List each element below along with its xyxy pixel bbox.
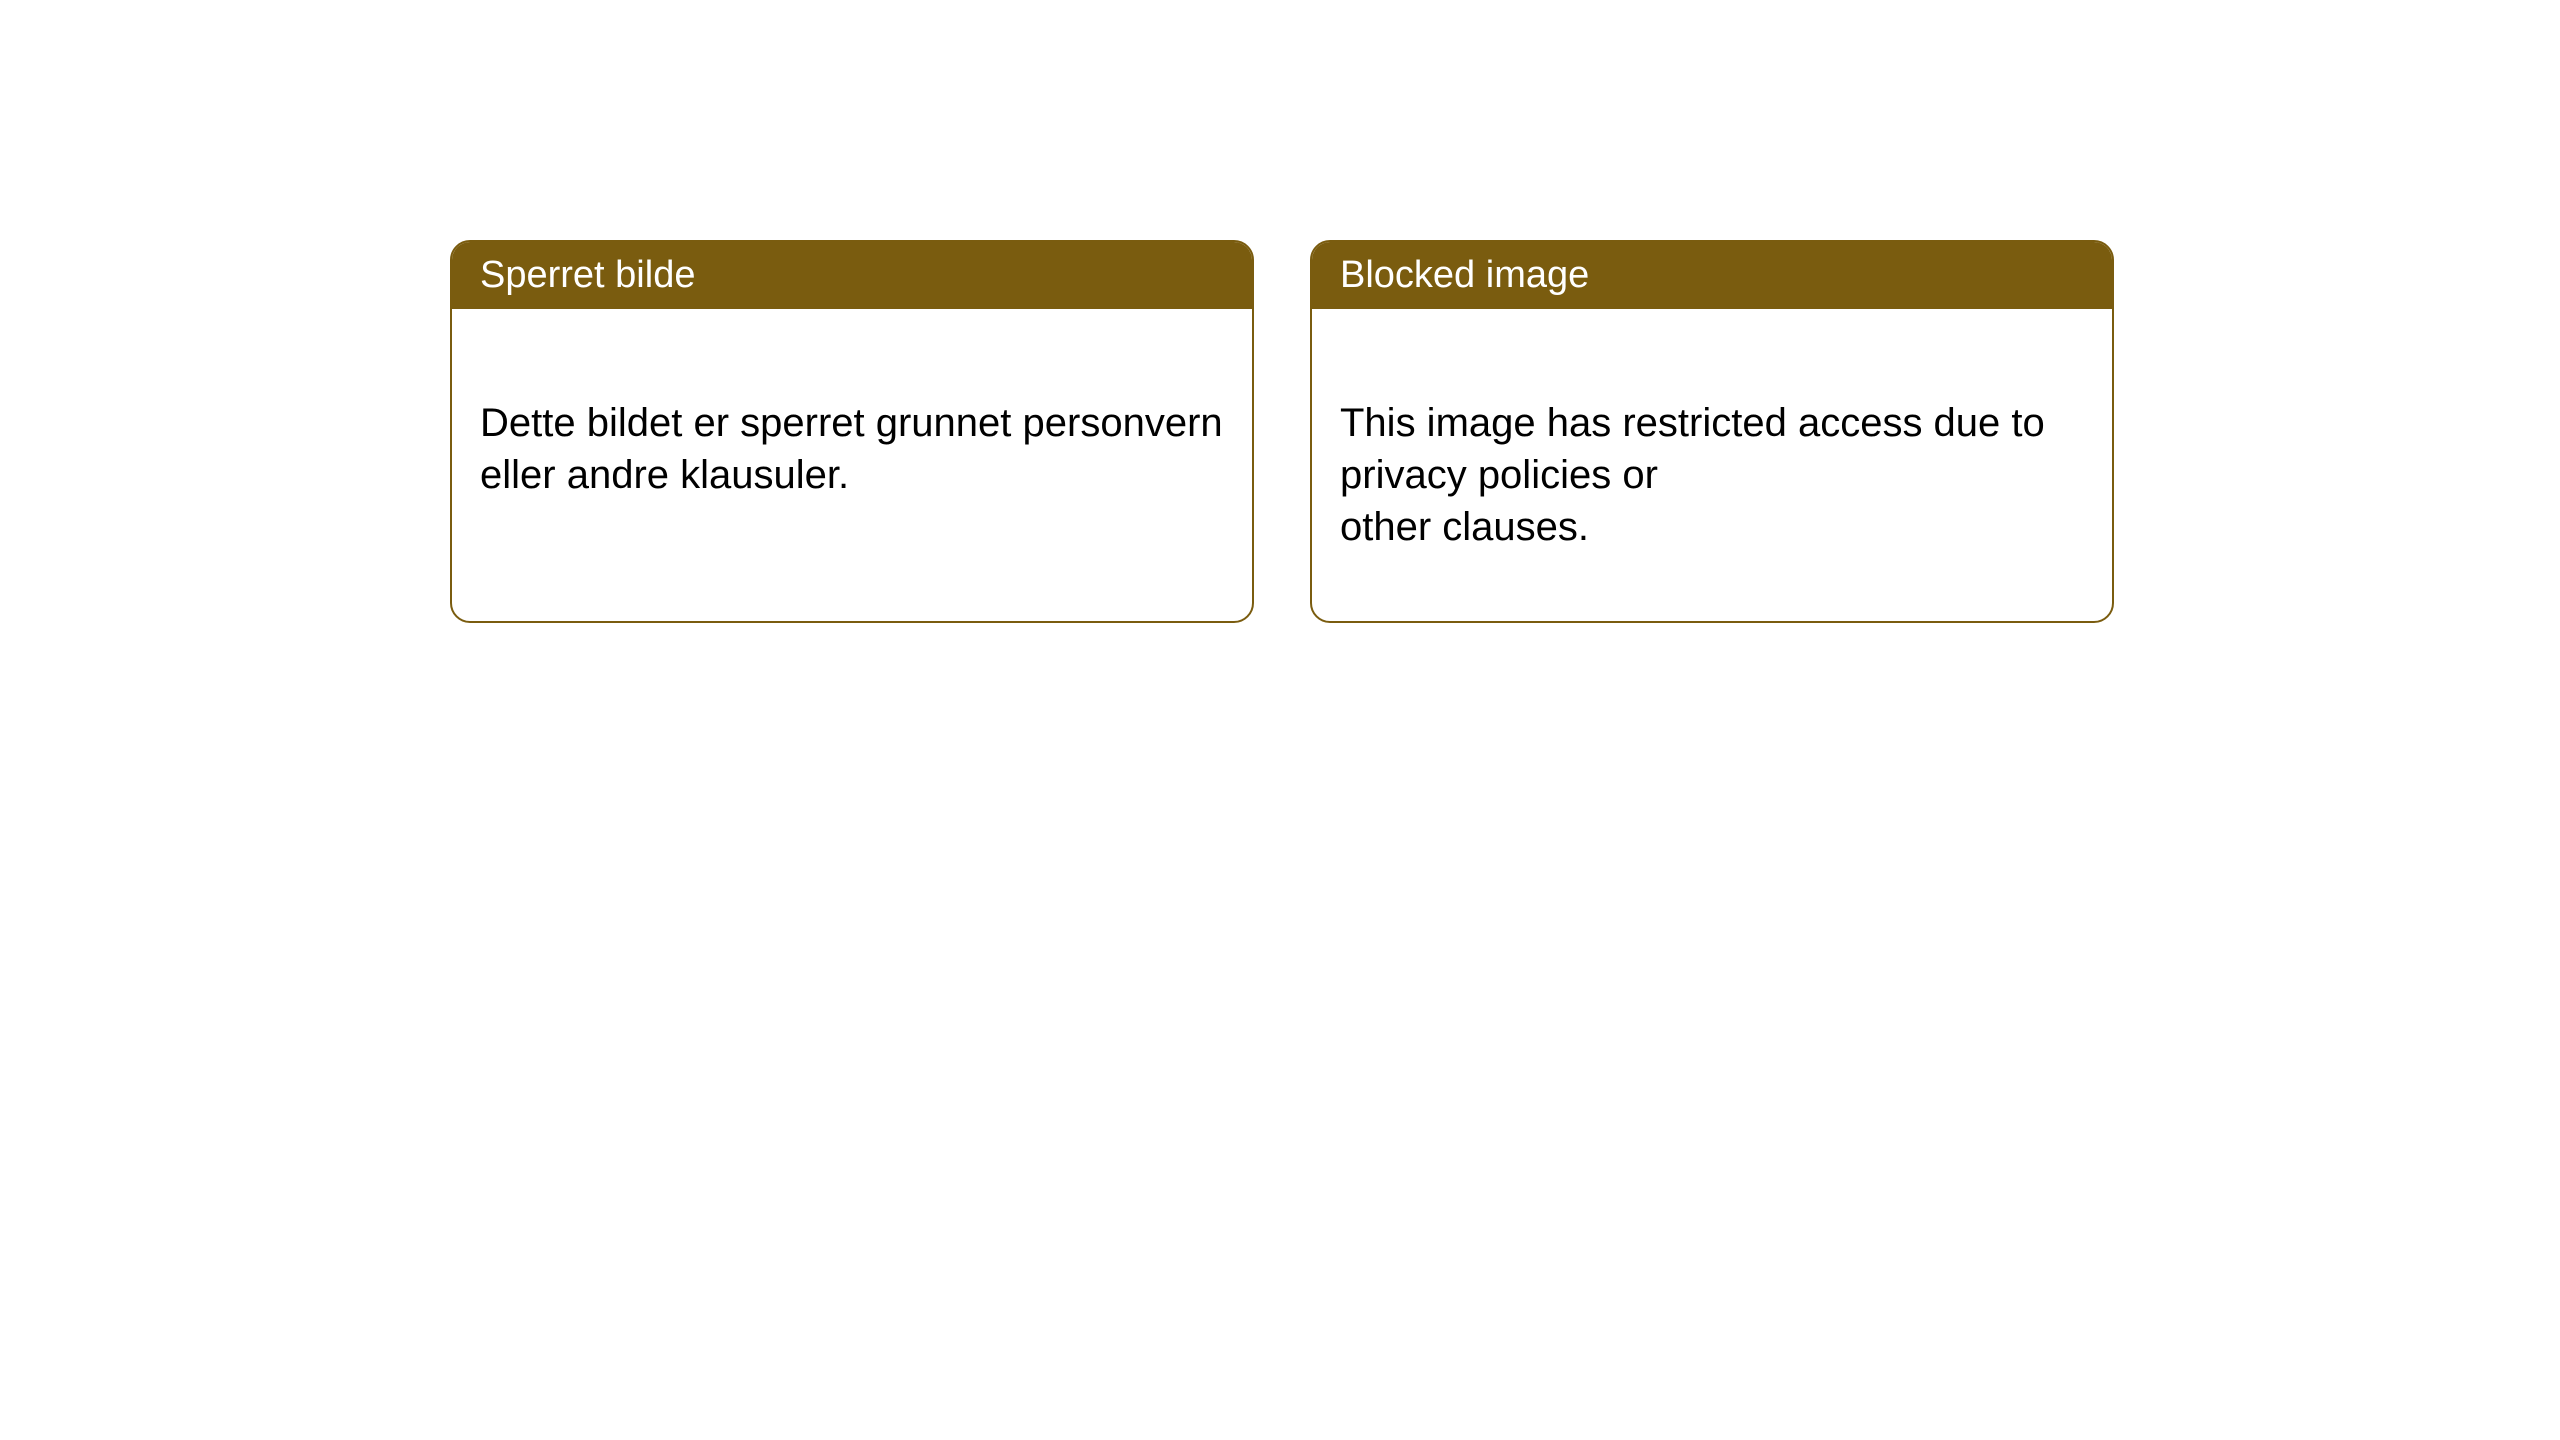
notice-container: Sperret bilde Dette bildet er sperret gr… — [450, 240, 2114, 623]
card-title: Blocked image — [1340, 254, 1589, 296]
card-body-text: Dette bildet er sperret grunnet personve… — [480, 401, 1223, 497]
card-header: Sperret bilde — [452, 242, 1252, 309]
card-body: This image has restricted access due to … — [1312, 309, 2112, 621]
card-body: Dette bildet er sperret grunnet personve… — [452, 309, 1252, 569]
card-body-text: This image has restricted access due to … — [1340, 401, 2045, 549]
notice-card-norwegian: Sperret bilde Dette bildet er sperret gr… — [450, 240, 1254, 623]
notice-card-english: Blocked image This image has restricted … — [1310, 240, 2114, 623]
card-header: Blocked image — [1312, 242, 2112, 309]
card-title: Sperret bilde — [480, 254, 695, 296]
